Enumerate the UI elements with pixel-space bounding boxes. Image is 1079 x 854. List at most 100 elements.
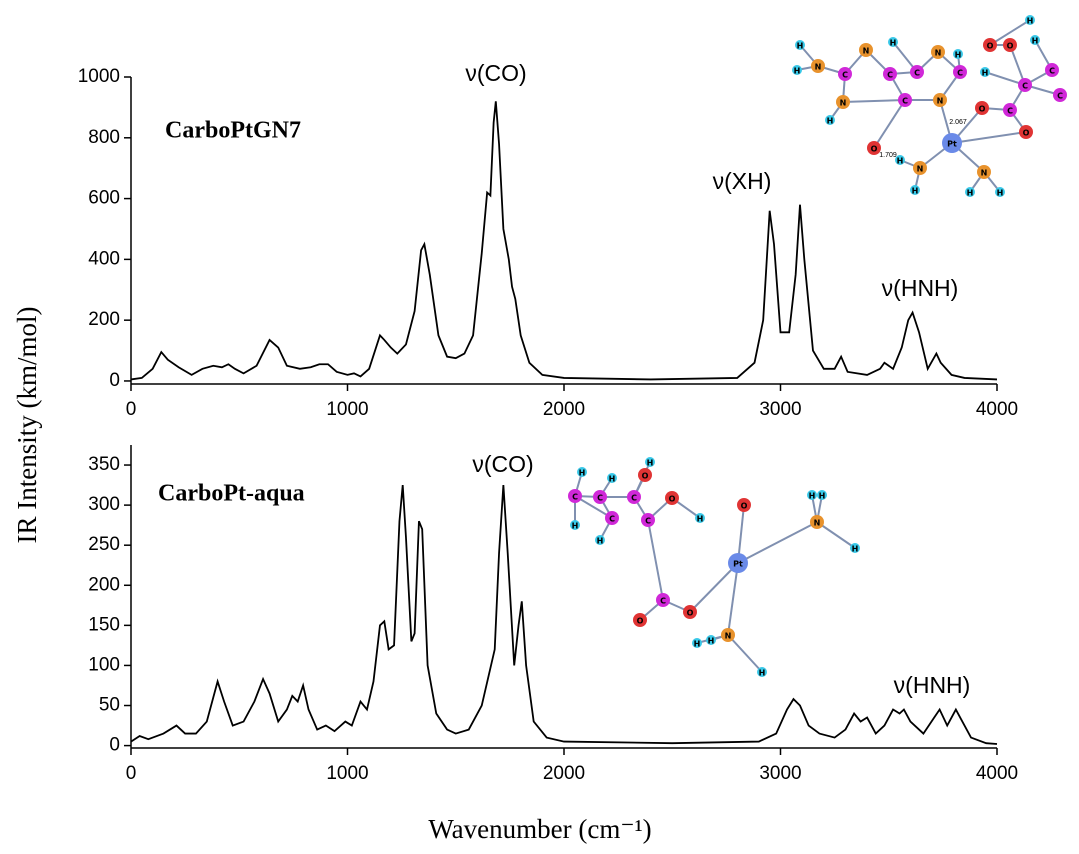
atom-label: C [660, 597, 666, 606]
panel-title: CarboPtGN7 [165, 118, 301, 144]
y-tick-label: 200 [88, 574, 120, 595]
atom-label: N [815, 63, 822, 72]
atom-label: H [759, 669, 766, 678]
atom-label: H [852, 545, 859, 554]
x-tick-label: 4000 [976, 399, 1018, 420]
peak-annotation: ν(HNH) [882, 275, 959, 301]
atom-label: N [725, 632, 732, 641]
atom-label: C [842, 71, 848, 80]
x-tick-label: 3000 [759, 399, 801, 420]
atom-label: H [1027, 17, 1034, 26]
bond [648, 520, 663, 600]
atom-label: O [741, 502, 748, 511]
atom-label: C [887, 71, 893, 80]
y-tick-label: 1000 [78, 66, 120, 87]
peak-annotation: ν(XH) [713, 168, 772, 194]
y-tick-label: 400 [88, 248, 120, 269]
peak-annotation: ν(CO) [465, 60, 526, 86]
atom-label: H [809, 492, 816, 501]
atom-label: O [669, 495, 676, 504]
x-tick-label: 1000 [326, 763, 368, 784]
atom-label: O [642, 472, 649, 481]
atom-label: H [819, 492, 826, 501]
atom-label: N [981, 169, 988, 178]
atom-label: N [937, 97, 944, 106]
atom-label: N [917, 165, 924, 174]
bond [874, 100, 905, 148]
atom-label: H [982, 69, 989, 78]
atom-label: H [708, 637, 715, 646]
bond [738, 522, 817, 563]
atom-label: O [1007, 42, 1014, 51]
atom-label: H [827, 117, 834, 126]
atom-label: N [935, 49, 942, 58]
y-tick-label: 100 [88, 654, 120, 675]
y-tick-label: 350 [88, 454, 120, 475]
atom-label: H [967, 189, 974, 198]
peak-annotation: ν(CO) [472, 451, 533, 477]
bond [952, 132, 1026, 143]
x-tick-label: 0 [126, 399, 137, 420]
atom-label: C [902, 97, 908, 106]
atom-label: H [890, 39, 897, 48]
x-tick-label: 4000 [976, 763, 1018, 784]
atom-label: H [797, 42, 804, 51]
y-tick-label: 200 [88, 309, 120, 330]
bond [728, 635, 762, 672]
x-axis-label: Wavenumber (cm⁻¹) [428, 814, 651, 844]
atom-label: H [597, 537, 604, 546]
spectrum-line [131, 485, 997, 744]
atom-label: H [955, 51, 962, 60]
x-tick-label: 1000 [326, 399, 368, 420]
atom-label: H [1032, 37, 1039, 46]
y-tick-label: 0 [109, 370, 120, 391]
atom-label: O [687, 609, 694, 618]
x-tick-label: 2000 [543, 763, 585, 784]
atom-label: N [863, 47, 870, 56]
y-tick-label: 600 [88, 188, 120, 209]
atom-label: O [979, 105, 986, 114]
atom-label: H [997, 189, 1004, 198]
atom-label: H [794, 67, 801, 76]
y-tick-label: 250 [88, 534, 120, 555]
atom-label: H [897, 157, 904, 166]
atom-label: C [914, 69, 920, 78]
y-tick-label: 0 [109, 735, 120, 756]
atom-label: C [1049, 67, 1055, 76]
y-tick-label: 150 [88, 614, 120, 635]
x-tick-label: 3000 [759, 763, 801, 784]
atom-label: C [1022, 82, 1028, 91]
atom-label: O [1023, 129, 1030, 138]
y-tick-label: 300 [88, 494, 120, 515]
atom-label: C [645, 517, 651, 526]
y-tick-label: 50 [99, 695, 120, 716]
peak-annotation: ν(HNH) [894, 672, 971, 698]
atom-label: H [912, 187, 919, 196]
atom-label: H [697, 515, 704, 524]
figure: IR Intensity (km/mol) HHNCNCCNCNCOHNPtOC… [0, 0, 1079, 854]
atom-label: C [957, 69, 963, 78]
bond-length: 2.067 [949, 119, 967, 126]
y-axis-label: IR Intensity (km/mol) [12, 307, 42, 544]
atom-label: H [572, 522, 579, 531]
bond [690, 563, 738, 612]
atom-label: H [579, 469, 586, 478]
atom-label: H [647, 459, 654, 468]
atom-label: C [572, 493, 578, 502]
atom-label: Pt [947, 140, 957, 149]
x-tick-label: 2000 [543, 399, 585, 420]
atom-label: Pt [733, 560, 743, 569]
atom-label: N [814, 519, 821, 528]
atom-label: N [840, 99, 847, 108]
atom-label: H [609, 475, 616, 484]
bond [728, 563, 738, 635]
atom-label: C [1057, 92, 1063, 101]
atom-label: C [631, 494, 637, 503]
panel-title: CarboPt-aqua [158, 481, 305, 507]
atom-label: O [871, 145, 878, 154]
atom-label: C [609, 515, 615, 524]
bond [843, 100, 905, 102]
atom-label: C [597, 494, 603, 503]
atom-label: O [987, 42, 994, 51]
atom-label: O [637, 617, 644, 626]
